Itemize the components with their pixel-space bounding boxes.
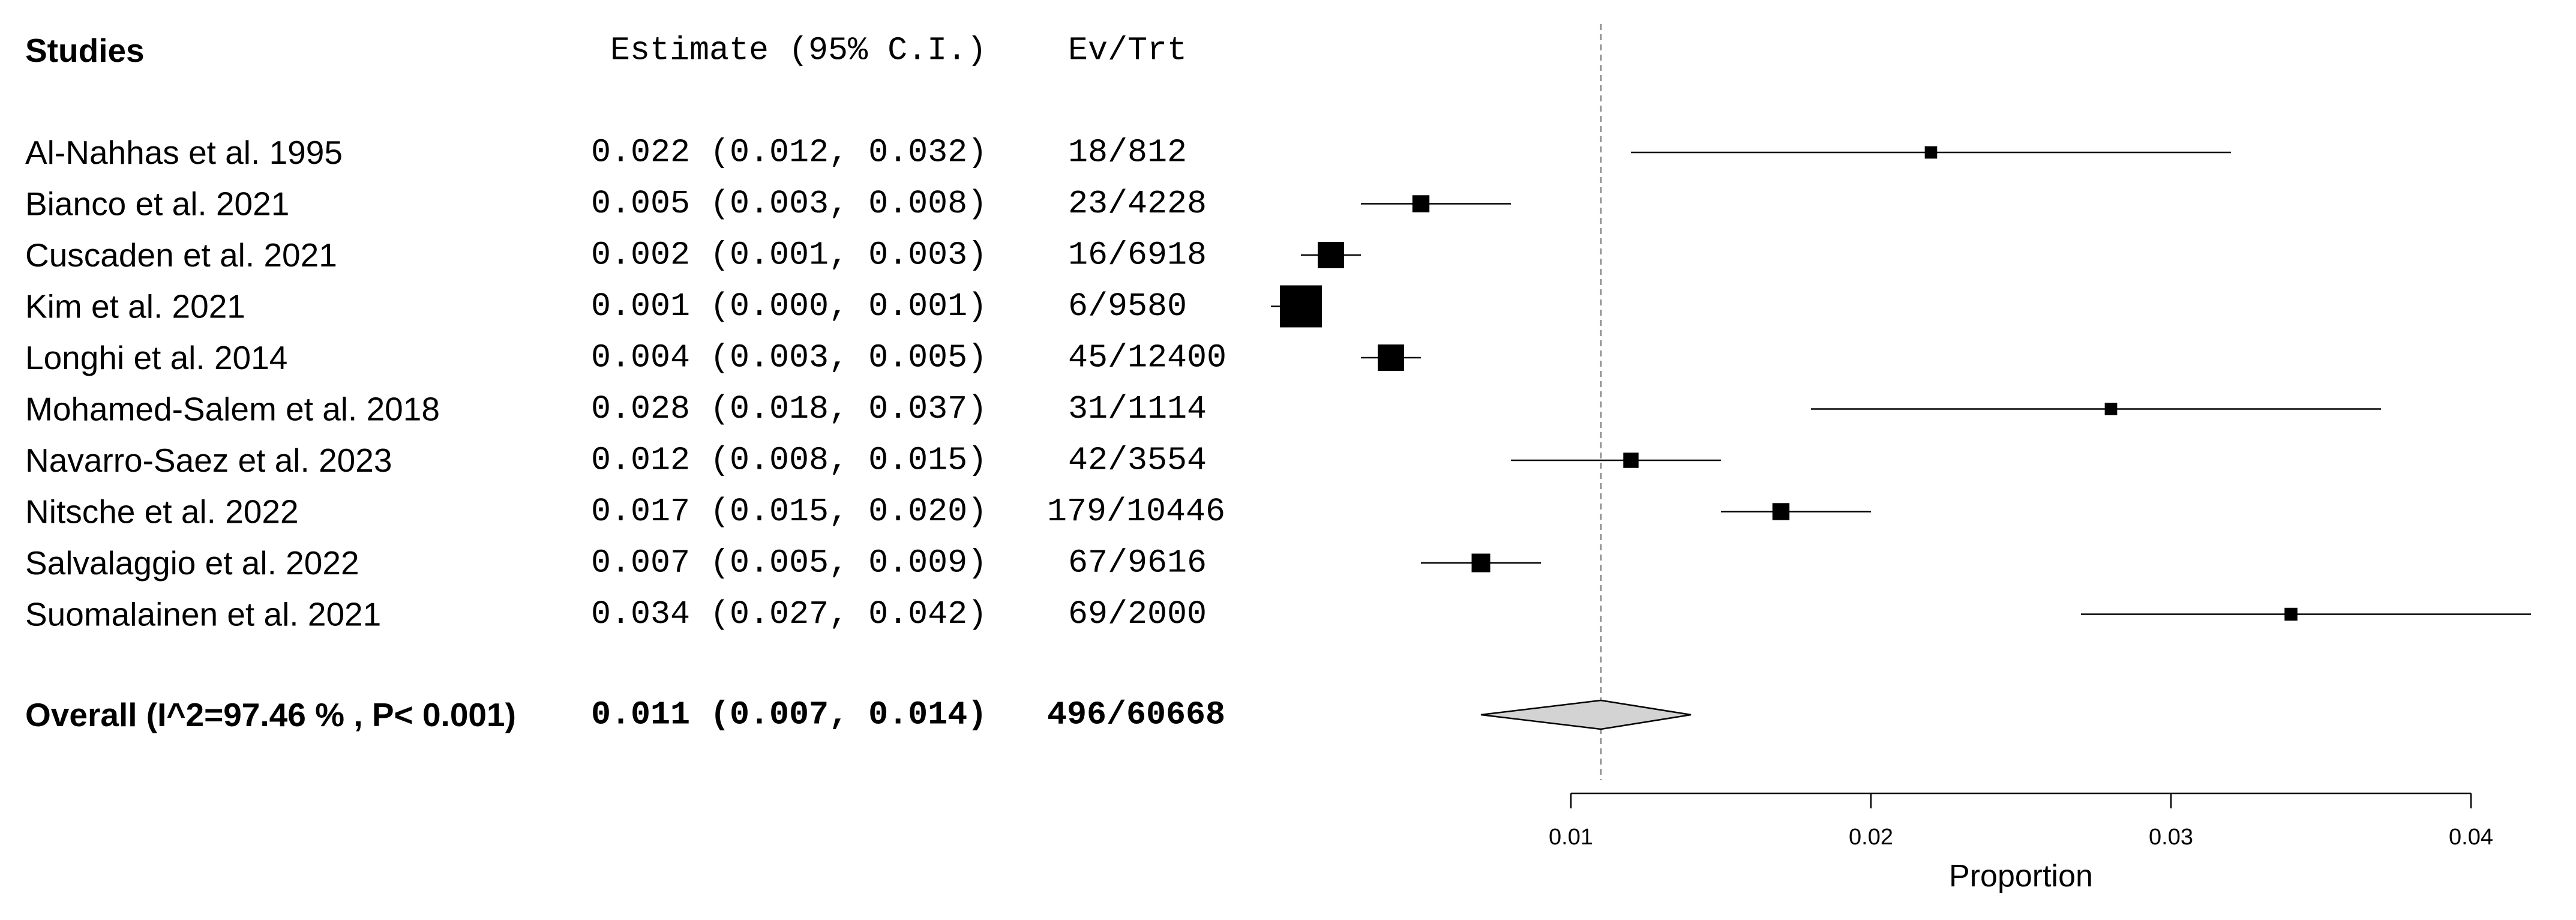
study-row: Kim et al. 2021 0.001 (0.000, 0.001) 6/958…: [25, 285, 1322, 328]
study-row: Bianco et al. 2021 0.005 (0.003, 0.008) 23…: [25, 185, 1511, 223]
x-tick-label: 0.04: [2449, 825, 2493, 850]
point-estimate-square: [1318, 242, 1344, 268]
study-name: Kim et al. 2021: [25, 288, 245, 325]
study-estimate-text: 0.001 (0.000, 0.001): [591, 287, 987, 325]
study-rows: Al-Nahhas et al. 1995 0.022 (0.012, 0.032…: [25, 134, 2531, 633]
point-estimate-square: [1623, 452, 1639, 468]
study-estimate-text: 0.034 (0.027, 0.042): [591, 595, 987, 633]
point-estimate-square: [1471, 553, 1491, 573]
events-header: Ev/Trt: [1068, 32, 1187, 70]
point-estimate-square: [2104, 403, 2118, 415]
study-estimate-text: 0.004 (0.003, 0.005): [591, 339, 987, 377]
x-axis: Proportion 0.01 0.02 0.03 0.04: [1549, 792, 2493, 894]
study-row: Salvalaggio et al. 2022 0.007 (0.005, 0.0…: [25, 544, 1541, 582]
overall-estimate-text: 0.011 (0.007, 0.014): [591, 696, 987, 734]
study-estimate-text: 0.022 (0.012, 0.032): [591, 134, 987, 172]
point-estimate-square: [1412, 195, 1430, 212]
study-events-text: 45/12400: [1068, 339, 1226, 377]
study-events-text: 16/6918: [1068, 236, 1207, 274]
study-name: Nitsche et al. 2022: [25, 493, 299, 531]
study-row: Suomalainen et al. 2021 0.034 (0.027, 0.0…: [25, 595, 2531, 633]
study-estimate-text: 0.002 (0.001, 0.003): [591, 236, 987, 274]
study-events-text: 179/10446: [1047, 493, 1225, 531]
point-estimate-square: [1378, 344, 1404, 371]
study-name: Suomalainen et al. 2021: [25, 596, 381, 633]
study-events-text: 6/9580: [1068, 287, 1187, 325]
study-row: Longhi et al. 2014 0.004 (0.003, 0.005) 45…: [25, 339, 1421, 377]
header-row: Studies Estimate (95% C.I.) Ev/Trt: [25, 32, 1187, 70]
overall-label: Overall (I^2=97.46 % , P< 0.001): [25, 696, 516, 733]
study-row: Mohamed-Salem et al. 2018 0.028 (0.018, 0…: [25, 390, 2381, 428]
study-events-text: 31/1114: [1068, 390, 1207, 428]
x-tick-label: 0.02: [1849, 825, 1893, 850]
point-estimate-square: [1772, 503, 1790, 520]
point-estimate-square: [1280, 285, 1322, 328]
study-events-text: 69/2000: [1068, 595, 1207, 633]
overall-events-text: 496/60668: [1047, 696, 1225, 734]
study-row: Navarro-Saez et al. 2023 0.012 (0.008, 0.…: [25, 442, 1721, 480]
study-estimate-text: 0.005 (0.003, 0.008): [591, 185, 987, 223]
x-axis-title: Proportion: [1949, 859, 2093, 894]
study-estimate-text: 0.007 (0.005, 0.009): [591, 544, 987, 582]
study-row: Cuscaden et al. 2021 0.002 (0.001, 0.003)…: [25, 236, 1361, 274]
study-estimate-text: 0.028 (0.018, 0.037): [591, 390, 987, 428]
study-name: Longhi et al. 2014: [25, 339, 287, 376]
study-name: Salvalaggio et al. 2022: [25, 544, 359, 582]
studies-header: Studies: [25, 32, 145, 69]
point-estimate-square: [1924, 146, 1938, 159]
study-name: Mohamed-Salem et al. 2018: [25, 391, 440, 428]
x-tick-label: 0.01: [1549, 825, 1593, 850]
study-events-text: 67/9616: [1068, 544, 1207, 582]
estimate-header: Estimate (95% C.I.): [610, 32, 986, 70]
study-events-text: 23/4228: [1068, 185, 1207, 223]
x-tick-label: 0.03: [2149, 825, 2193, 850]
study-events-text: 18/812: [1068, 134, 1187, 172]
study-name: Cuscaden et al. 2021: [25, 236, 337, 274]
overall-diamond: [1480, 699, 1692, 730]
study-estimate-text: 0.017 (0.015, 0.020): [591, 493, 987, 531]
study-name: Navarro-Saez et al. 2023: [25, 442, 392, 479]
study-name: Bianco et al. 2021: [25, 185, 289, 223]
study-row: Al-Nahhas et al. 1995 0.022 (0.012, 0.032…: [25, 134, 2231, 172]
study-estimate-text: 0.012 (0.008, 0.015): [591, 442, 987, 480]
study-row: Nitsche et al. 2022 0.017 (0.015, 0.020) 1…: [25, 493, 1871, 531]
point-estimate-square: [2284, 607, 2298, 621]
study-events-text: 42/3554: [1068, 442, 1207, 480]
overall-row: Overall (I^2=97.46 % , P< 0.001) 0.011 (…: [25, 696, 1692, 734]
study-name: Al-Nahhas et al. 1995: [25, 134, 343, 171]
